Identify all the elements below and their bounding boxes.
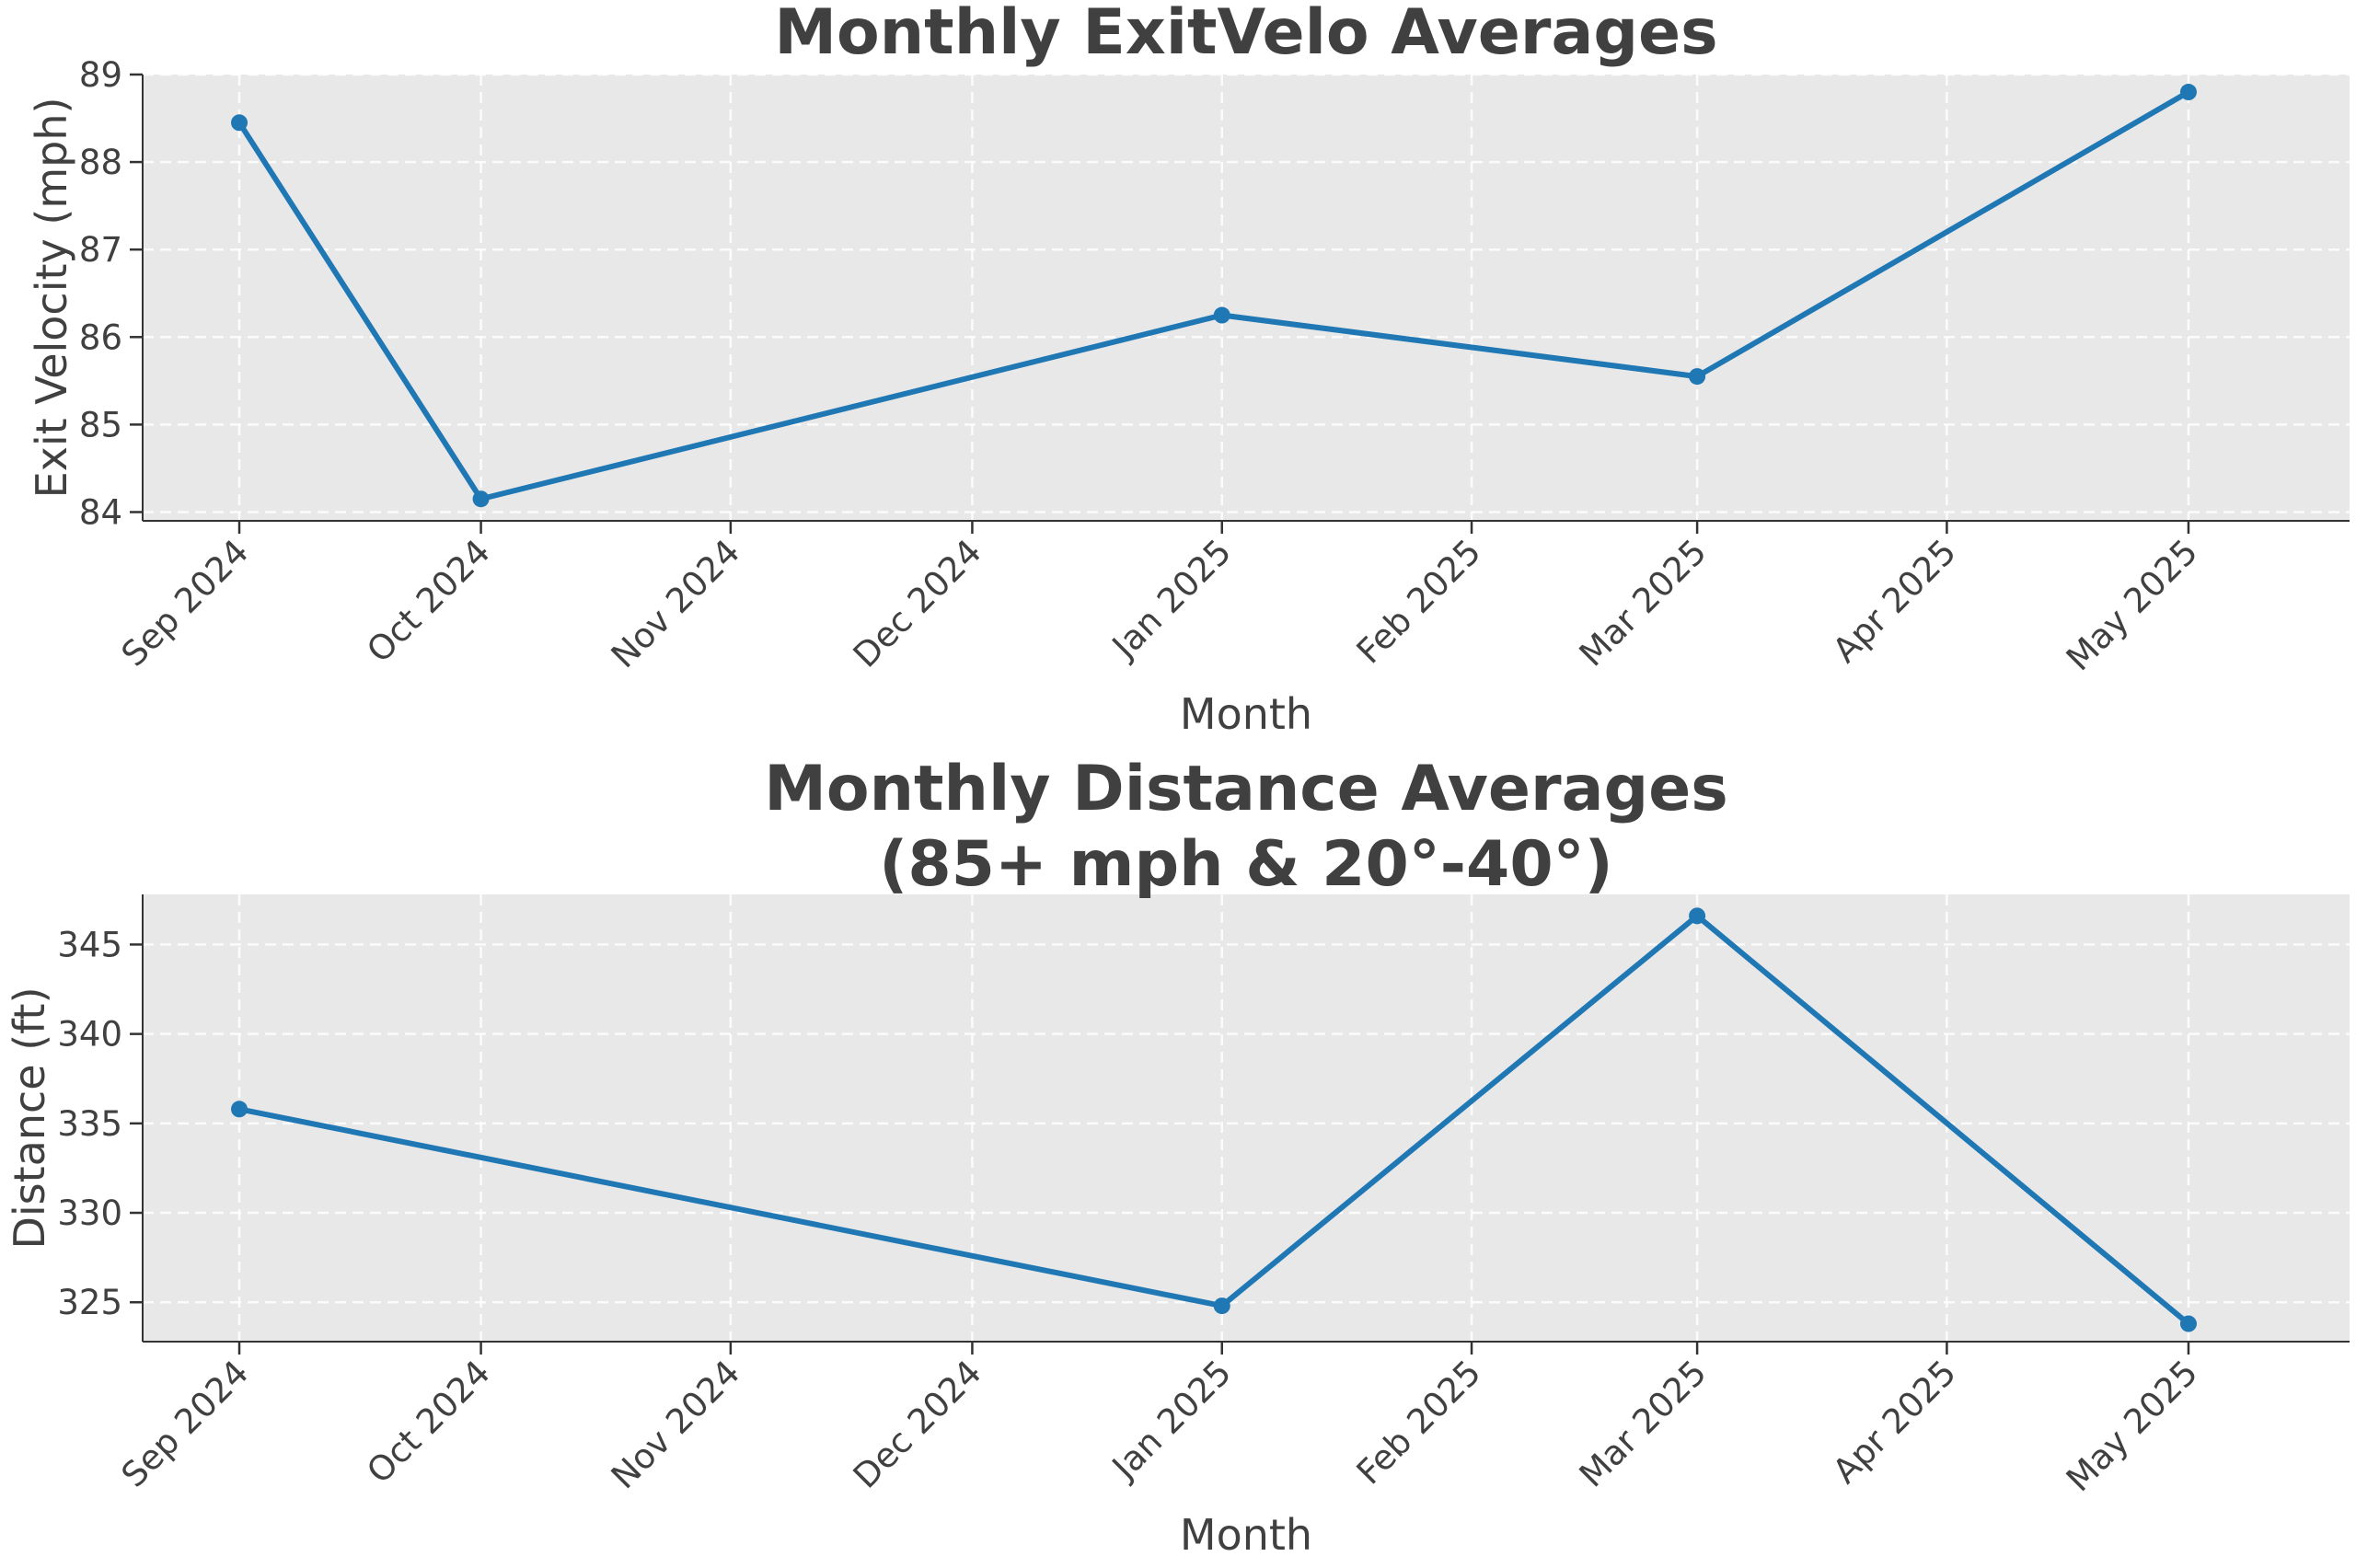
x-axis-label: Month [1180,1510,1312,1560]
series-line [237,913,2191,1327]
chart-title: Monthly Distance Averages (85+ mph & 20°-… [764,753,1728,901]
data-point [1213,1297,1230,1315]
y-tick-label: 325 [57,1283,122,1322]
y-axis-label: Distance (ft) [5,986,54,1249]
y-tick-label: 88 [79,143,122,182]
data-point [2179,1315,2197,1332]
plot-area [143,75,2350,521]
y-tick-label: 345 [57,925,122,964]
y-tick-label: 89 [79,55,122,95]
chart-title: Monthly ExitVelo Averages [774,0,1717,69]
data-point [231,1101,248,1118]
x-axis-label: Month [1180,689,1312,739]
y-axis-label: Exit Velocity (mph) [27,98,76,499]
plot-area [143,894,2350,1342]
data-point [2179,84,2197,101]
y-tick-label: 85 [79,405,122,444]
y-tick-label: 84 [79,492,122,532]
y-tick-label: 335 [57,1104,122,1144]
y-tick-label: 330 [57,1193,122,1233]
y-tick-label: 87 [79,230,122,270]
data-point [231,114,248,132]
data-point [472,490,490,508]
data-point [1689,907,1706,925]
data-point [1213,306,1230,324]
y-tick-label: 86 [79,317,122,357]
data-point [1689,368,1706,386]
y-tick-label: 340 [57,1015,122,1055]
